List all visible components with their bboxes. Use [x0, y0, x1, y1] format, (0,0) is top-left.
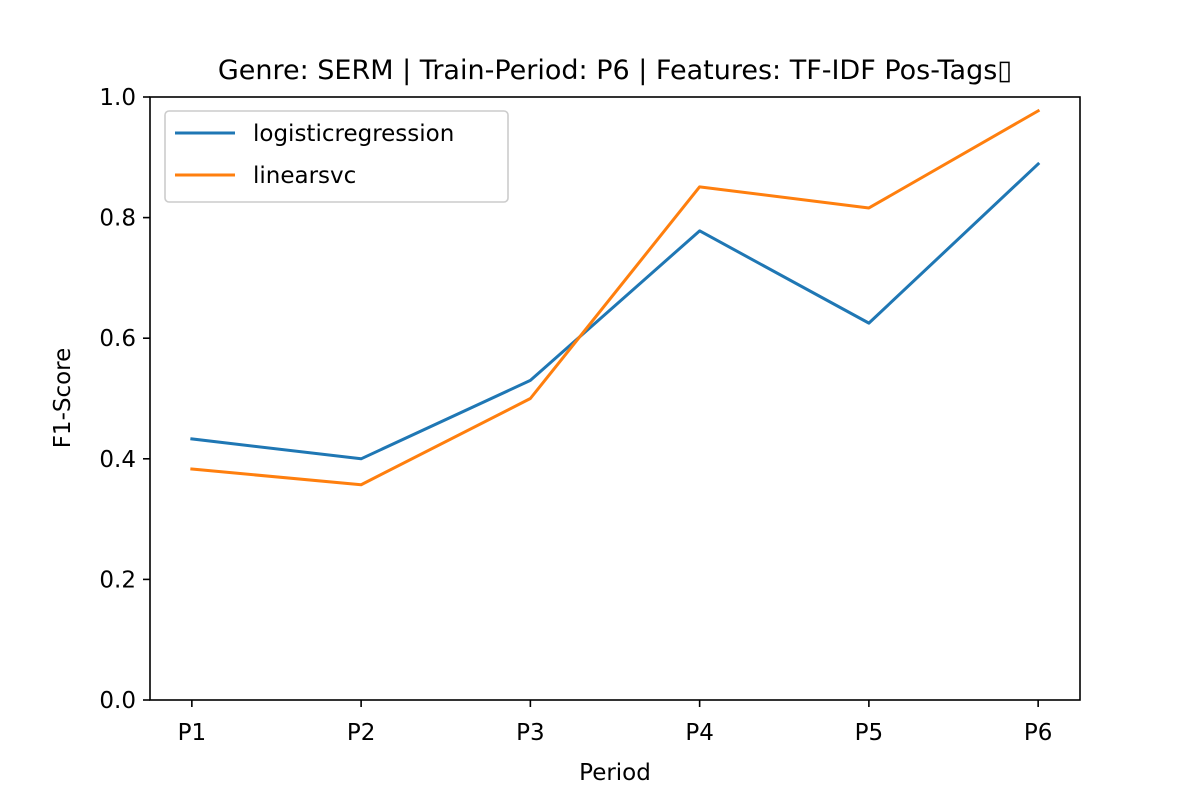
x-tick-label: P6: [1024, 720, 1053, 746]
series-line-linearsvc: [190, 108, 1041, 487]
series-layer: [190, 108, 1041, 487]
series-line-logisticregression: [190, 161, 1041, 461]
x-tick-label: P4: [685, 720, 714, 746]
plot-frame: [149, 96, 1081, 701]
legend-label-logisticregression: logisticregression: [253, 121, 454, 147]
x-axis: P1 P2 P3 P4 P5 P6: [178, 700, 1053, 746]
y-tick-label: 0.4: [99, 447, 136, 473]
x-tick-label: P2: [347, 720, 376, 746]
y-tick-label: 1.0: [99, 85, 136, 111]
y-axis: 0.0 0.2 0.4 0.6 0.8 1.0: [99, 85, 150, 714]
y-tick-label: 0.6: [99, 326, 136, 352]
chart-title: Genre: SERM | Train-Period: P6 | Feature…: [218, 55, 1012, 86]
legend-label-linearsvc: linearsvc: [253, 163, 356, 189]
x-axis-label: Period: [579, 760, 651, 786]
y-axis-label: F1-Score: [50, 348, 76, 449]
y-tick-label: 0.8: [99, 206, 136, 232]
x-tick-label: P5: [855, 720, 884, 746]
legend-items: logisticregression linearsvc: [175, 121, 454, 189]
x-tick-label: P1: [178, 720, 207, 746]
legend-box: [164, 110, 509, 203]
y-tick-label: 0.2: [99, 567, 136, 593]
y-tick-label: 0.0: [99, 688, 136, 714]
x-tick-label: P3: [516, 720, 545, 746]
legend: logisticregression linearsvc: [164, 110, 509, 203]
